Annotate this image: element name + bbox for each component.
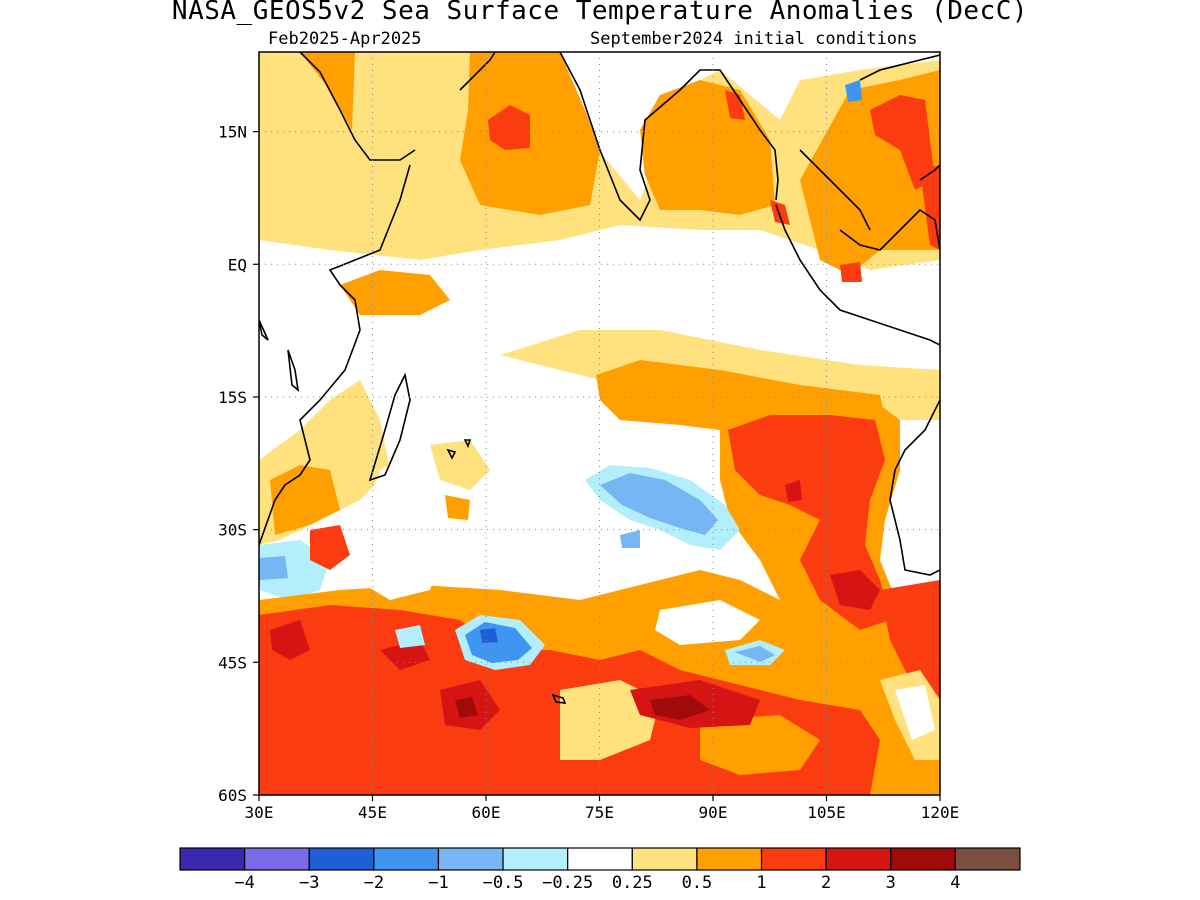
colorbar: −4 −3 −2 −1 −0.5 −0.25 0.25 0.5 1 2 3 4 (179, 847, 1021, 893)
lon-tick-label: 45E (358, 803, 387, 822)
colorbar-swatch (825, 847, 892, 871)
lon-tick-label: 105E (807, 803, 846, 822)
sst-anomaly-field (259, 52, 940, 795)
initial-conditions: September2024 initial conditions (590, 29, 918, 49)
lon-tick-label: 90E (699, 803, 728, 822)
colorbar-swatch (760, 847, 827, 871)
colorbar-swatch (890, 847, 956, 871)
lon-tick-label: 120E (921, 803, 960, 822)
colorbar-label: −3 (299, 873, 319, 893)
map-title: NASA_GEOS5v2 Sea Surface Temperature Ano… (171, 0, 1029, 26)
lat-tick-label: 30S (218, 521, 247, 540)
colorbar-swatch (244, 847, 310, 871)
colorbar-label: 0.5 (682, 873, 713, 893)
lon-tick-label: 30E (245, 803, 274, 822)
forecast-period: Feb2025-Apr2025 (268, 29, 422, 49)
lat-tick-label: 15N (218, 123, 247, 142)
colorbar-swatch (179, 847, 246, 871)
colorbar-swatch (502, 847, 569, 871)
lat-tick-label: 60S (218, 786, 247, 805)
lat-tick-label: 45S (218, 653, 247, 672)
colorbar-swatch (373, 847, 440, 871)
lat-tick-label: 15S (218, 388, 247, 407)
colorbar-swatch (954, 847, 1021, 871)
colorbar-label: −4 (234, 873, 254, 893)
colorbar-label: 0.25 (612, 873, 653, 893)
axis-ticks: 30E 45E 60E 75E 90E 105E 120E 15N EQ 15S 30S 45S 60S (218, 123, 959, 822)
coastlines (259, 52, 940, 704)
colorbar-label: 3 (886, 873, 896, 893)
lon-tick-label: 60E (472, 803, 501, 822)
colorbar-label: 4 (950, 873, 960, 893)
lon-tick-label: 75E (585, 803, 614, 822)
colorbar-label: −0.25 (542, 873, 593, 893)
colorbar-swatch (437, 847, 504, 871)
colorbar-swatch (308, 847, 375, 871)
colorbar-swatch (631, 847, 698, 871)
lat-tick-label: EQ (228, 255, 247, 274)
colorbar-label: −2 (364, 873, 384, 893)
colorbar-label: 1 (756, 873, 766, 893)
colorbar-swatch (567, 847, 633, 871)
colorbar-label: 2 (821, 873, 831, 893)
colorbar-swatch (696, 847, 763, 871)
colorbar-label: −0.5 (483, 873, 524, 893)
colorbar-label: −1 (428, 873, 448, 893)
